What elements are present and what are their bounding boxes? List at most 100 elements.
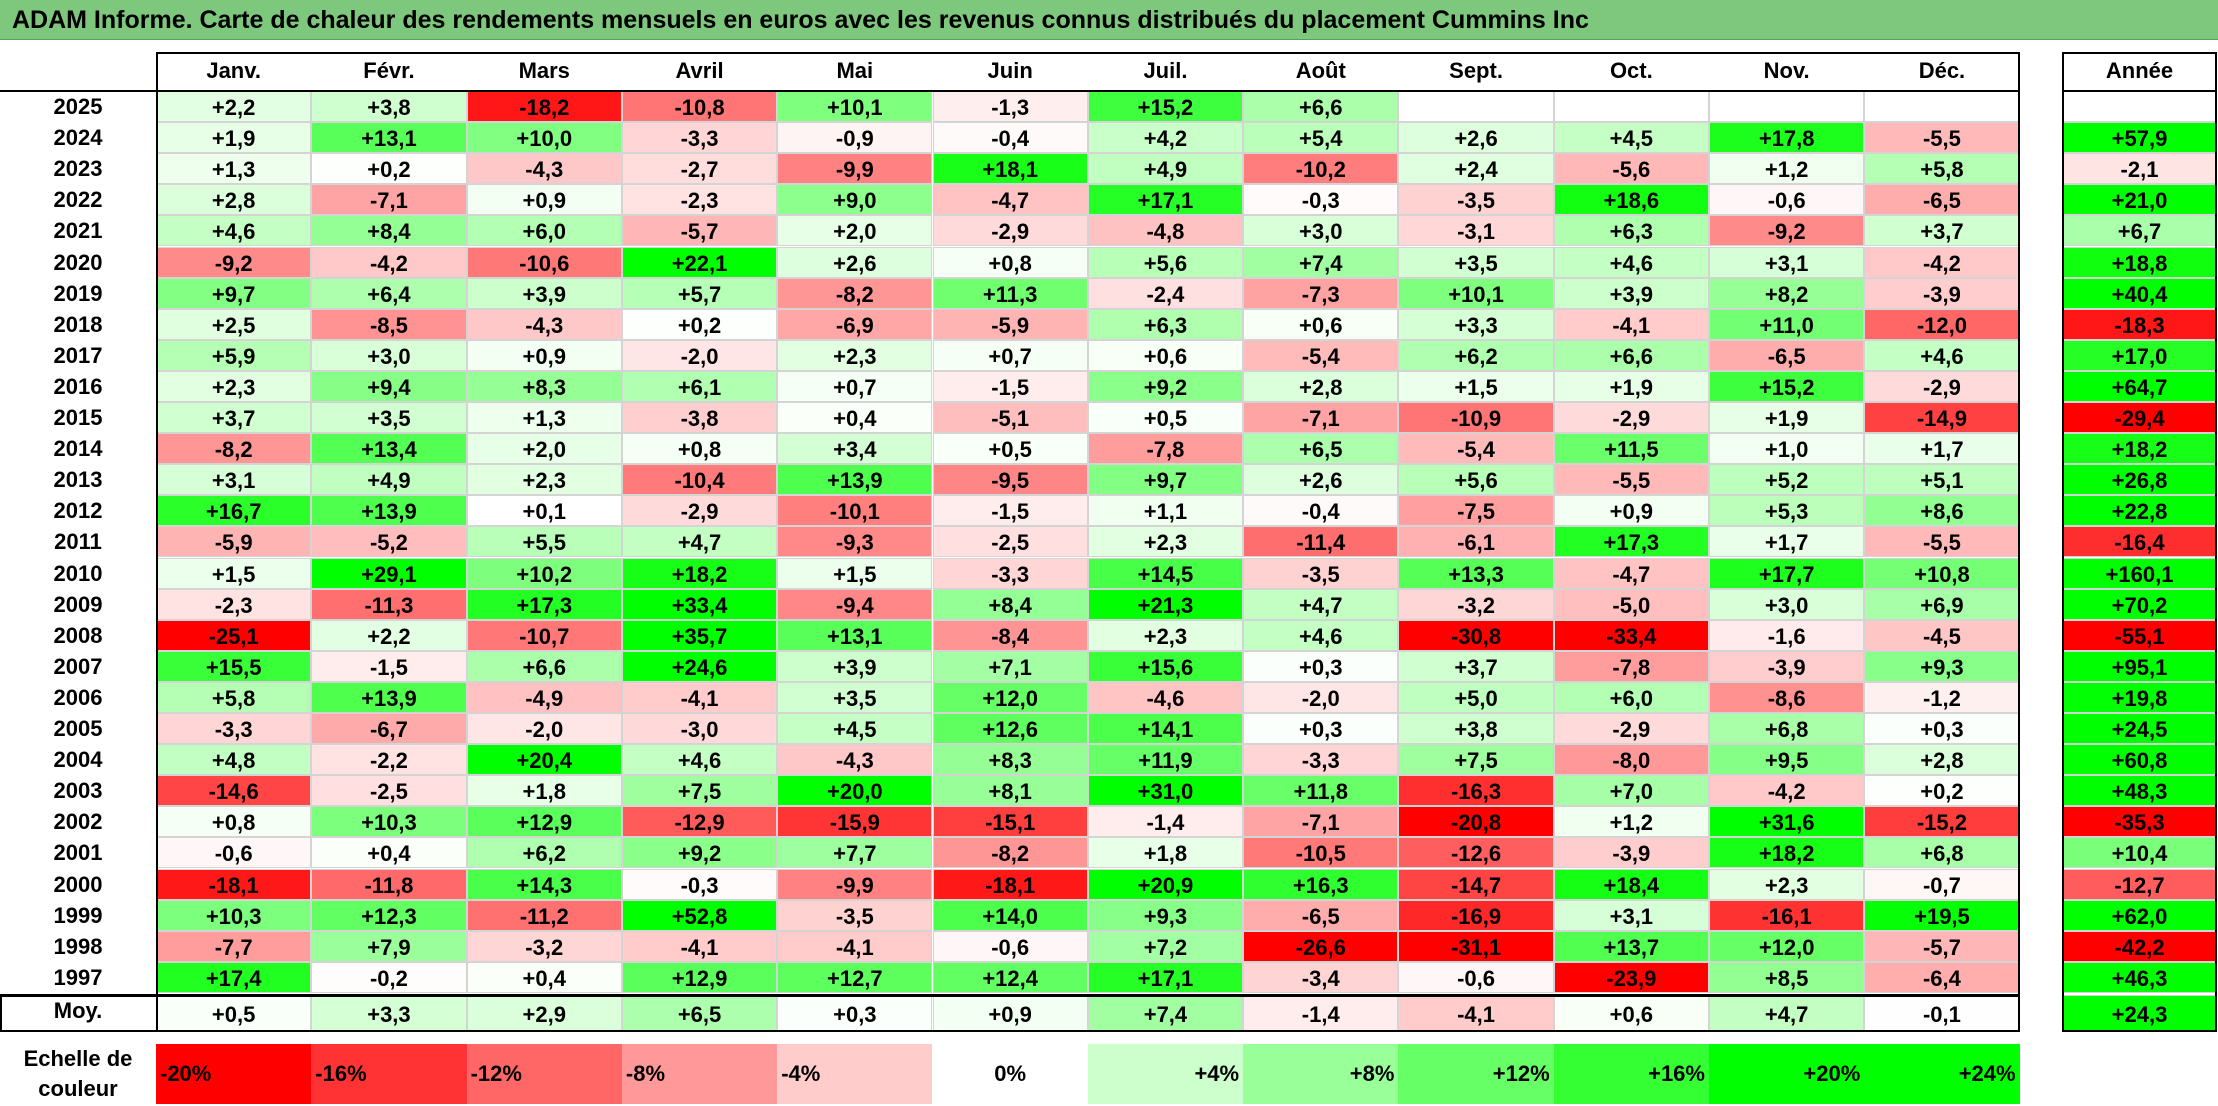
heatmap-cell: -15,2	[1864, 806, 2020, 838]
heatmap-cell: -10,1	[777, 495, 933, 527]
heatmap-cell: +3,5	[1398, 246, 1554, 278]
heatmap-cell: -12,6	[1398, 837, 1554, 869]
year-label: 2011	[54, 529, 102, 555]
annual-cell: +17,0	[2062, 339, 2217, 371]
heatmap-cell: -10,7	[466, 619, 622, 651]
heatmap-cell: -0,6	[932, 930, 1088, 962]
heatmap-cell: +7,0	[1553, 775, 1709, 807]
heatmap-cell: -33,4	[1553, 619, 1709, 651]
year-label: 2015	[53, 405, 103, 430]
annual-cell: +19,8	[2062, 681, 2217, 713]
heatmap-cell: +1,0	[1709, 433, 1865, 465]
heatmap-cell: +1,9	[156, 122, 312, 154]
heatmap-cell: +6,9	[1864, 588, 2020, 620]
heatmap-cell: +18,6	[1553, 184, 1709, 216]
heatmap-cell: +2,3	[1087, 619, 1244, 651]
heatmap-cell: -8,2	[156, 433, 312, 465]
heatmap-cell: +1,7	[1864, 433, 2020, 465]
average-cell: +0,5	[156, 994, 312, 1032]
heatmap-cell: +9,3	[1864, 650, 2020, 682]
heatmap-cell: +0,8	[932, 246, 1088, 278]
heatmap-cell: +4,6	[1553, 246, 1709, 278]
heatmap-cell: +3,5	[311, 402, 467, 434]
heatmap-cell: +14,3	[466, 868, 622, 900]
annual-cell: -55,1	[2062, 619, 2217, 651]
heatmap-cell: -25,1	[156, 619, 312, 651]
heatmap-cell: +13,9	[311, 495, 467, 527]
heatmap-cell: -9,4	[777, 588, 933, 620]
heatmap-cell: +8,1	[932, 775, 1088, 807]
heatmap-cell: -3,1	[1398, 215, 1554, 247]
heatmap-cell: +0,4	[466, 961, 622, 993]
heatmap-cell: +3,0	[311, 339, 467, 371]
heatmap-cell: +9,4	[311, 370, 467, 402]
heatmap-cell: +15,6	[1087, 650, 1244, 682]
heatmap-cell: +0,8	[621, 433, 778, 465]
year-label: 2021	[53, 218, 103, 244]
heatmap-cell: +0,2	[621, 308, 778, 340]
heatmap-cell: -1,5	[311, 650, 467, 682]
heatmap-cell: +0,8	[156, 806, 312, 838]
heatmap-cell: -14,6	[156, 775, 312, 807]
heatmap-cell: +0,4	[777, 402, 933, 434]
color-scale-swatch: +12%	[1398, 1044, 1554, 1104]
heatmap-cell: +1,8	[466, 775, 622, 807]
heatmap-cell: +2,3	[1709, 868, 1865, 900]
average-cell: -0,1	[1864, 994, 2020, 1032]
heatmap-cell: +15,2	[1709, 370, 1865, 402]
heatmap-cell: +4,6	[621, 744, 778, 776]
heatmap-cell: -5,1	[932, 402, 1088, 434]
average-cell: +7,4	[1087, 994, 1244, 1032]
heatmap-cell: +5,5	[466, 526, 622, 558]
heatmap-cell: +3,1	[1553, 899, 1709, 931]
heatmap-cell: +10,3	[311, 806, 467, 838]
heatmap-cell: +1,1	[1087, 495, 1244, 527]
heatmap-cell: -9,2	[156, 246, 312, 278]
heatmap-cell: -2,9	[1864, 370, 2020, 402]
annual-cell: +62,0	[2062, 899, 2217, 931]
heatmap-cell: -6,5	[1709, 339, 1865, 371]
heatmap-cell: +1,5	[1398, 370, 1554, 402]
heatmap-cell: +7,7	[777, 837, 933, 869]
heatmap-cell: +20,4	[466, 744, 622, 776]
heatmap-cell: -1,3	[932, 91, 1088, 123]
heatmap-cell: +6,3	[1087, 308, 1244, 340]
average-cell: +6,5	[621, 994, 778, 1032]
average-cell: +4,7	[1709, 994, 1865, 1032]
heatmap-cell: -3,3	[1243, 744, 1399, 776]
report-title: ADAM Informe. Carte de chaleur des rende…	[0, 0, 2218, 40]
heatmap-cell: -0,2	[311, 961, 467, 993]
heatmap-cell: -4,3	[466, 153, 622, 185]
annual-cell: +46,3	[2062, 961, 2217, 993]
heatmap-cell: -4,2	[1709, 775, 1865, 807]
heatmap-cell: -4,7	[932, 184, 1088, 216]
heatmap-cell: -1,5	[932, 495, 1088, 527]
heatmap-cell: -10,5	[1243, 837, 1399, 869]
heatmap-cell: +2,3	[156, 370, 312, 402]
heatmap-cell: +1,2	[1709, 153, 1865, 185]
year-label: 2008	[53, 622, 103, 648]
heatmap-cell: +12,9	[466, 806, 622, 838]
color-scale-swatch: +16%	[1553, 1044, 1709, 1104]
heatmap-cell: +5,4	[1243, 122, 1399, 154]
annual-cell: -2,1	[2062, 153, 2217, 185]
month-header: Juil.	[1143, 58, 1188, 83]
month-header: Janv.	[206, 58, 261, 83]
heatmap-cell: +21,3	[1087, 588, 1244, 620]
heatmap-cell: -7,5	[1398, 495, 1554, 527]
heatmap-cell: +11,5	[1553, 433, 1709, 465]
heatmap-cell: +4,5	[777, 713, 933, 745]
heatmap-cell: -3,2	[1398, 588, 1554, 620]
heatmap-cell: -6,1	[1398, 526, 1554, 558]
heatmap-cell: -4,8	[1087, 215, 1244, 247]
heatmap-cell: +22,1	[621, 246, 778, 278]
year-label: 2017	[53, 342, 103, 368]
heatmap-cell: +9,7	[156, 277, 312, 309]
year-label: 2009	[53, 591, 103, 617]
heatmap-cell: +33,4	[621, 588, 778, 620]
heatmap-cell: -1,2	[1864, 681, 2020, 713]
average-cell: +0,3	[777, 994, 933, 1032]
heatmap-cell: -5,9	[932, 308, 1088, 340]
annual-cell: +64,7	[2062, 370, 2217, 402]
heatmap-cell: +3,7	[1864, 215, 2020, 247]
